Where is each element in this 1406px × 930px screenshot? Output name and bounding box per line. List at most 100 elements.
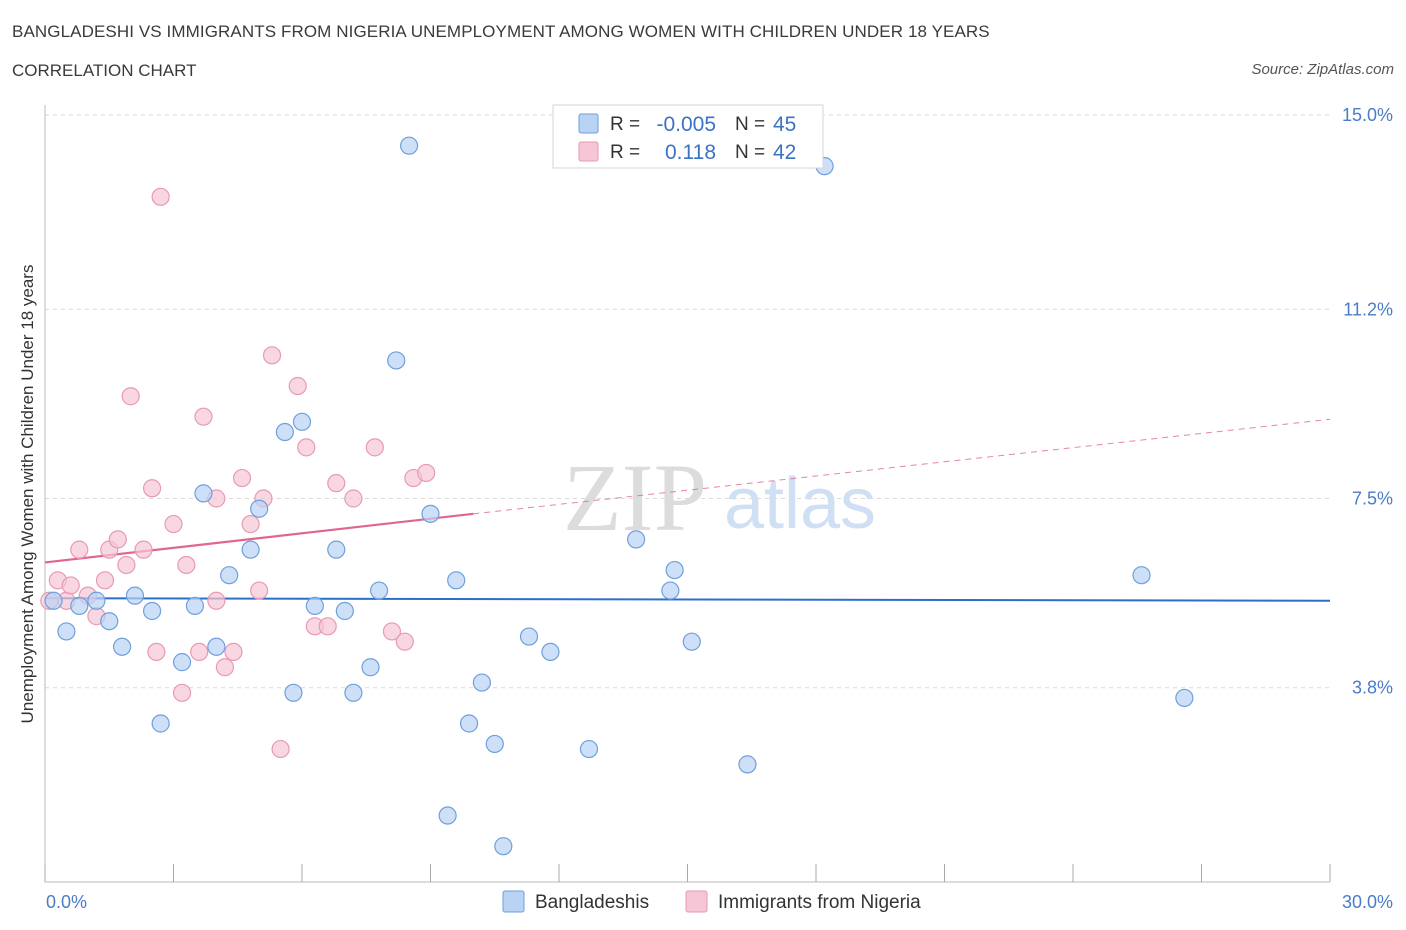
trendline-bangladeshis (44, 597, 1331, 602)
point-bangladeshi-8 (151, 714, 170, 733)
watermark: ZIP atlas (563, 444, 876, 551)
point-bangladeshi-17 (284, 683, 303, 702)
point-bangladeshi-10 (185, 596, 205, 615)
point-nigeria-16 (164, 514, 183, 534)
y-tick-label-1: 7.5% (1352, 489, 1393, 509)
y-tick-label-2: 11.2% (1343, 299, 1393, 319)
x-tick-label-0: 0.0% (46, 892, 87, 912)
point-nigeria-38 (382, 622, 402, 641)
y-tick-label-0: 3.8% (1352, 678, 1393, 698)
point-nigeria-27 (250, 581, 269, 600)
point-nigeria-11 (121, 387, 140, 406)
point-bangladeshi-15 (250, 499, 269, 518)
legend-label-bangladeshis: Bangladeshis (535, 892, 649, 913)
point-bangladeshi-21 (335, 601, 354, 621)
point-nigeria-25 (232, 468, 252, 488)
point-bangladeshi-28 (438, 806, 457, 825)
point-bangladeshi-13 (220, 566, 239, 585)
point-bangladeshi-40 (682, 632, 701, 651)
point-bangladeshi-18 (292, 412, 312, 431)
point-bangladeshi-32 (485, 734, 504, 754)
point-bangladeshi-24 (370, 581, 389, 600)
point-bangladeshi-1 (57, 622, 76, 641)
legend-swatch-bangladeshis (502, 890, 525, 913)
legend-swatch-pink (578, 141, 599, 162)
point-bangladeshi-23 (361, 658, 380, 677)
y-axis-label: Unemployment Among Women with Children U… (18, 265, 37, 724)
point-nigeria-9 (108, 530, 127, 549)
point-bangladeshi-12 (207, 637, 226, 656)
point-nigeria-41 (417, 463, 436, 483)
point-bangladeshi-30 (459, 714, 479, 733)
point-bangladeshi-9 (172, 653, 192, 672)
legend-n-value-2: 42 (773, 141, 796, 164)
point-bangladeshi-27 (421, 504, 440, 523)
point-bangladeshi-39 (665, 560, 684, 580)
point-nigeria-17 (172, 683, 192, 702)
point-bangladeshi-35 (541, 642, 560, 662)
legend-r-value-2: 0.118 (665, 141, 716, 164)
point-bangladeshi-36 (579, 739, 599, 759)
point-nigeria-19 (190, 642, 209, 662)
point-nigeria-26 (241, 514, 260, 534)
point-bangladeshi-19 (305, 596, 324, 615)
point-bangladeshi-20 (327, 540, 346, 559)
point-nigeria-36 (344, 489, 363, 508)
point-nigeria-24 (224, 642, 243, 662)
point-bangladeshi-0 (44, 591, 63, 610)
y-tick-labels: 3.8% 7.5% 11.2% 15.0% (1342, 105, 1393, 698)
point-nigeria-3 (61, 576, 80, 595)
point-bangladeshi-38 (661, 581, 680, 600)
point-nigeria-35 (327, 474, 346, 493)
point-bangladeshi-4 (100, 612, 119, 631)
legend-n-value-1: 45 (773, 113, 796, 136)
point-bangladeshi-6 (125, 586, 145, 605)
point-nigeria-31 (288, 376, 307, 396)
point-nigeria-18 (177, 555, 196, 575)
point-bangladeshi-43 (1132, 566, 1151, 585)
point-nigeria-32 (297, 438, 316, 457)
series-legend: Bangladeshis Immigrants from Nigeria (502, 890, 921, 913)
point-bangladeshi-3 (87, 591, 106, 610)
point-bangladeshi-44 (1175, 688, 1194, 708)
point-nigeria-29 (262, 346, 282, 365)
point-nigeria-30 (271, 739, 290, 759)
point-nigeria-13 (142, 479, 162, 498)
chart-title: BANGLADESHI VS IMMIGRANTS FROM NIGERIA U… (12, 22, 990, 41)
x-tick-labels: 0.0% 30.0% (46, 892, 1393, 912)
y-tick-label-3: 15.0% (1342, 105, 1393, 125)
point-nigeria-10 (117, 555, 136, 575)
point-bangladeshi-26 (399, 136, 419, 155)
legend-r-label-1: R = (610, 114, 640, 135)
point-nigeria-39 (395, 632, 414, 651)
point-bangladeshi-14 (241, 540, 260, 559)
point-nigeria-15 (151, 187, 170, 206)
legend-swatch-nigeria (685, 890, 708, 913)
point-nigeria-14 (147, 642, 166, 662)
legend-n-label-1: N = (735, 114, 765, 135)
point-bangladeshi-22 (344, 683, 363, 702)
point-bangladeshi-33 (494, 837, 513, 856)
legend-label-nigeria: Immigrants from Nigeria (718, 892, 921, 913)
watermark-atlas: atlas (724, 464, 876, 544)
point-nigeria-20 (194, 407, 213, 426)
point-nigeria-4 (70, 540, 89, 559)
stats-legend: R = -0.005 N = 45 R = 0.118 N = 42 (552, 104, 824, 169)
gridlines (45, 114, 1330, 689)
point-nigeria-12 (134, 540, 153, 559)
legend-n-label-2: N = (735, 142, 765, 163)
axes (44, 105, 1331, 883)
legend-r-value-1: -0.005 (656, 113, 716, 136)
point-nigeria-23 (215, 658, 234, 677)
point-nigeria-37 (365, 438, 384, 457)
source-credit: Source: ZipAtlas.com (1251, 61, 1394, 78)
point-nigeria-7 (95, 571, 115, 590)
point-bangladeshi-7 (142, 601, 162, 621)
point-bangladeshi-41 (738, 755, 757, 774)
point-bangladeshi-25 (387, 351, 406, 370)
point-bangladeshi-11 (194, 484, 213, 503)
chart-subtitle: CORRELATION CHART (12, 61, 197, 80)
point-bangladeshi-16 (275, 422, 294, 442)
point-bangladeshi-37 (626, 530, 646, 549)
data-points (40, 136, 1194, 856)
